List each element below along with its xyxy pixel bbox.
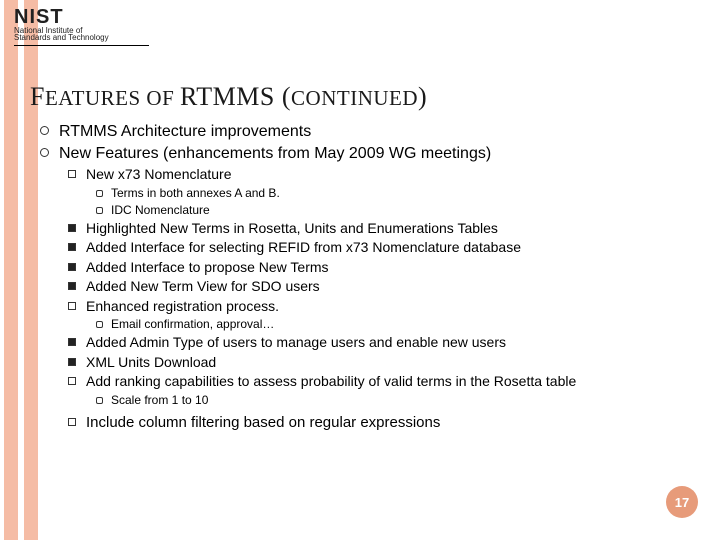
decor-stripe-left1 [4,0,18,540]
bullet-text: New x73 Nomenclature [86,166,232,184]
square-bullet-icon [68,224,76,232]
square-bullet-icon [68,302,76,310]
bullet-text: Enhanced registration process. [86,298,279,316]
bullet-text: IDC Nomenclature [111,203,210,218]
sub2-bullet-annexes: Terms in both annexes A and B. [96,186,696,201]
sub-bullet-propose: Added Interface to propose New Terms [68,259,696,277]
square-bullet-icon [68,282,76,290]
nist-logo: NIST National Institute of Standards and… [14,6,149,46]
square-bullet-icon [68,358,76,366]
circle-bullet-icon [40,148,49,157]
bullet-text: Added Admin Type of users to manage user… [86,334,506,352]
bullet-text: Add ranking capabilities to assess proba… [86,373,576,391]
sub2-bullet-emailconf: Email confirmation, approval… [96,317,696,332]
nist-underline [14,45,149,46]
bullet-text: Added New Term View for SDO users [86,278,320,296]
bullet-text: Added Interface for selecting REFID from… [86,239,521,257]
nist-tagline2: Standards and Technology [14,34,149,43]
small-bullet-icon [96,190,103,197]
sub2-bullet-idc: IDC Nomenclature [96,203,696,218]
small-bullet-icon [96,321,103,328]
slide: NIST National Institute of Standards and… [0,0,720,540]
title-p2s: OF [141,86,180,110]
sub-bullet-refid: Added Interface for selecting REFID from… [68,239,696,257]
page-number-badge: 17 [666,486,698,518]
square-bullet-icon [68,243,76,251]
sub-bullet-filtering: Include column filtering based on regula… [68,414,696,433]
sub-bullet-xmlunits: XML Units Download [68,354,696,372]
title-p1: F [30,82,45,111]
sub-bullet-highlighted: Highlighted New Terms in Rosetta, Units … [68,220,696,238]
bullet-newfeatures: New Features (enhancements from May 2009… [40,144,696,164]
title-p3: RTMMS ( [180,82,291,111]
sub-bullet-newtermview: Added New Term View for SDO users [68,278,696,296]
square-bullet-icon [68,418,76,426]
decor-stripe-left2 [24,0,38,540]
square-bullet-icon [68,170,76,178]
bullet-arch: RTMMS Architecture improvements [40,122,696,142]
bullet-text: Include column filtering based on regula… [86,414,440,433]
sub-bullet-admin: Added Admin Type of users to manage user… [68,334,696,352]
sub-bullet-registration: Enhanced registration process. [68,298,696,316]
bullet-text: Added Interface to propose New Terms [86,259,329,277]
square-bullet-icon [68,338,76,346]
small-bullet-icon [96,397,103,404]
page-number: 17 [675,495,689,510]
small-bullet-icon [96,207,103,214]
title-p1s: EATURES [45,86,141,110]
bullet-text: XML Units Download [86,354,216,372]
square-bullet-icon [68,263,76,271]
bullet-text: Highlighted New Terms in Rosetta, Units … [86,220,498,238]
content-area: RTMMS Architecture improvements New Feat… [40,120,696,432]
square-bullet-icon [68,377,76,385]
bullet-text: Scale from 1 to 10 [111,393,208,408]
sub-bullet-ranking: Add ranking capabilities to assess proba… [68,373,696,391]
slide-title: FEATURES OF RTMMS (CONTINUED) [30,82,427,112]
bullet-text: New Features (enhancements from May 2009… [59,144,491,164]
bullet-text: Email confirmation, approval… [111,317,274,332]
bullet-text: RTMMS Architecture improvements [59,122,311,142]
bullet-text: Terms in both annexes A and B. [111,186,280,201]
title-p5: ) [418,82,427,111]
title-p4s: CONTINUED [291,86,418,110]
circle-bullet-icon [40,126,49,135]
sub2-bullet-scale: Scale from 1 to 10 [96,393,696,408]
sub-bullet-nomenclature: New x73 Nomenclature [68,166,696,184]
